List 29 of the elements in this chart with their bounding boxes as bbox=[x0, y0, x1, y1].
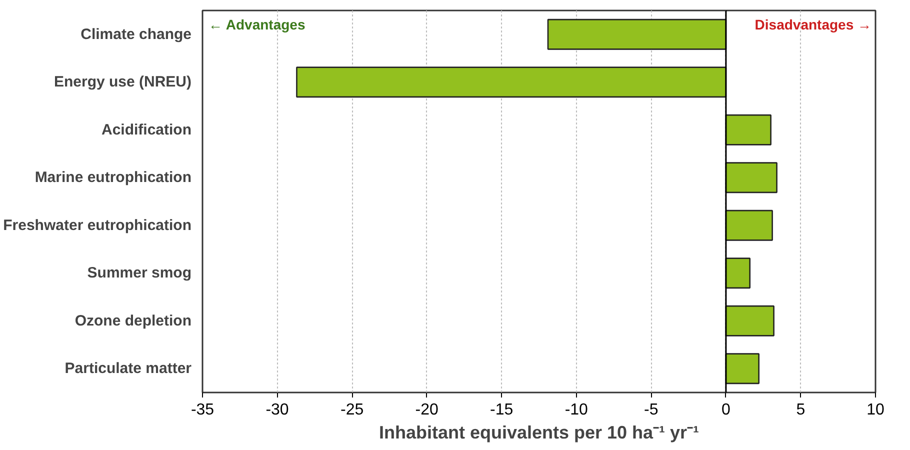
x-tick-label: -25 bbox=[340, 402, 364, 418]
x-tick-label: -5 bbox=[644, 402, 658, 418]
x-tick-label: 10 bbox=[866, 402, 884, 418]
bar bbox=[725, 162, 778, 194]
y-tick-label: Freshwater eutrophication bbox=[3, 216, 192, 234]
y-tick-label: Ozone depletion bbox=[74, 312, 192, 330]
x-tick-label: -30 bbox=[266, 402, 289, 418]
bar bbox=[725, 353, 760, 384]
y-tick-label: Acidification bbox=[101, 121, 192, 138]
x-tick-label: -15 bbox=[490, 402, 514, 418]
y-tick-label: Climate change bbox=[80, 26, 192, 43]
x-tick-label: -35 bbox=[190, 402, 214, 418]
y-tick-label: Energy use (NREU) bbox=[54, 74, 192, 91]
bar bbox=[725, 114, 772, 146]
x-tick-label: 5 bbox=[796, 402, 806, 418]
bar bbox=[547, 18, 727, 50]
y-tick-label: Particulate matter bbox=[64, 360, 192, 378]
y-tick-label: Summer smog bbox=[87, 264, 192, 282]
x-tick-label: 0 bbox=[721, 402, 730, 418]
bar bbox=[725, 210, 773, 241]
x-axis-title: Inhabitant equivalents per 10 ha⁻¹ yr⁻¹ bbox=[378, 422, 700, 442]
bar bbox=[725, 305, 774, 336]
annotation: Disadvantages → bbox=[754, 16, 872, 32]
bar bbox=[296, 66, 727, 98]
annotation: ← Advantages bbox=[208, 16, 306, 32]
bar bbox=[725, 258, 751, 289]
y-tick-label: Marine eutrophication bbox=[34, 169, 192, 186]
x-tick-label: -10 bbox=[564, 402, 588, 418]
x-tick-label: -20 bbox=[415, 402, 438, 418]
